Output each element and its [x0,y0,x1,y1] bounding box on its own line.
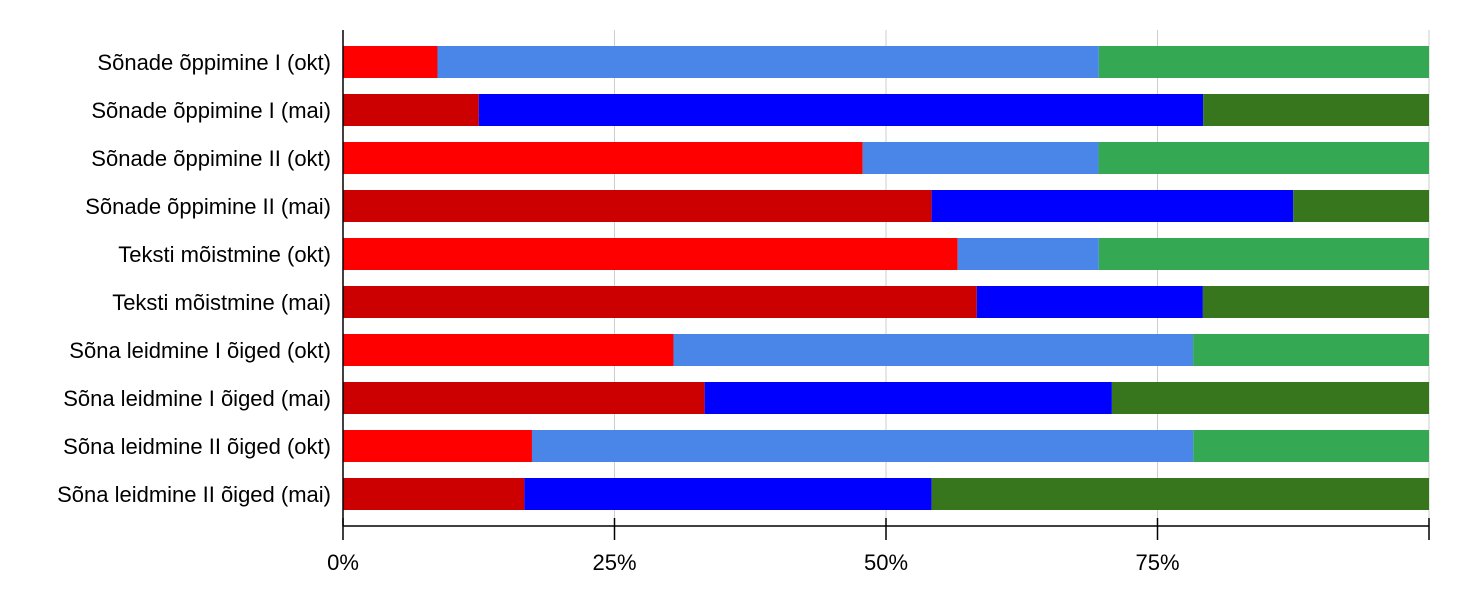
bar-segment-row-4-series-2 [1098,238,1429,270]
axis-layer [342,30,1430,540]
bar-segment-row-9-series-0 [343,478,525,510]
bar-segment-row-0-series-1 [437,46,1099,78]
bar-segment-row-2-series-1 [862,142,1099,174]
bar-segment-row-1-series-1 [478,94,1204,126]
x-tick-label-0: 0% [327,550,359,575]
bar-segment-row-4-series-1 [957,238,1099,270]
bar-segment-row-9-series-2 [931,478,1429,510]
category-label-1: Sõnade õppimine I (mai) [91,98,331,123]
bar-segment-row-5-series-1 [976,286,1203,318]
category-label-5: Teksti mõistmine (mai) [112,290,331,315]
bar-segment-row-7-series-1 [704,382,1112,414]
bar-segment-row-0-series-0 [343,46,438,78]
bar-segment-row-1-series-0 [343,94,479,126]
bar-segment-row-7-series-2 [1111,382,1429,414]
bar-segment-row-3-series-2 [1293,190,1429,222]
labels-layer: Sõnade õppimine I (okt) Sõnade õppimine I… [57,50,1179,575]
category-label-3: Sõnade õppimine II (mai) [85,194,331,219]
x-tick-label-2: 50% [864,550,908,575]
bar-segment-row-1-series-2 [1203,94,1429,126]
bar-segment-row-5-series-0 [343,286,977,318]
category-label-7: Sõna leidmine I õiged (mai) [63,386,331,411]
category-label-8: Sõna leidmine II õiged (okt) [63,434,331,459]
bar-segment-row-3-series-0 [343,190,932,222]
x-tick-label-3: 75% [1135,550,1179,575]
bar-segment-row-2-series-0 [343,142,863,174]
bar-segment-row-6-series-0 [343,334,674,366]
category-label-6: Sõna leidmine I õiged (okt) [69,338,331,363]
bar-segment-row-6-series-1 [673,334,1194,366]
category-label-9: Sõna leidmine II õiged (mai) [57,482,331,507]
bar-segment-row-3-series-1 [931,190,1294,222]
bar-segment-row-6-series-2 [1193,334,1429,366]
bar-segment-row-0-series-2 [1098,46,1429,78]
bar-segment-row-8-series-0 [343,430,532,462]
bar-segment-row-8-series-1 [531,430,1194,462]
category-label-4: Teksti mõistmine (okt) [118,242,331,267]
x-tick-label-1: 25% [592,550,636,575]
bar-segment-row-7-series-0 [343,382,705,414]
category-label-2: Sõnade õppimine II (okt) [91,146,331,171]
bar-segment-row-4-series-0 [343,238,958,270]
bar-segment-row-8-series-2 [1193,430,1429,462]
bars-layer [343,46,1429,510]
bar-segment-row-9-series-1 [524,478,932,510]
bar-segment-row-5-series-2 [1202,286,1429,318]
bar-segment-row-2-series-2 [1098,142,1429,174]
category-label-0: Sõnade õppimine I (okt) [97,50,331,75]
